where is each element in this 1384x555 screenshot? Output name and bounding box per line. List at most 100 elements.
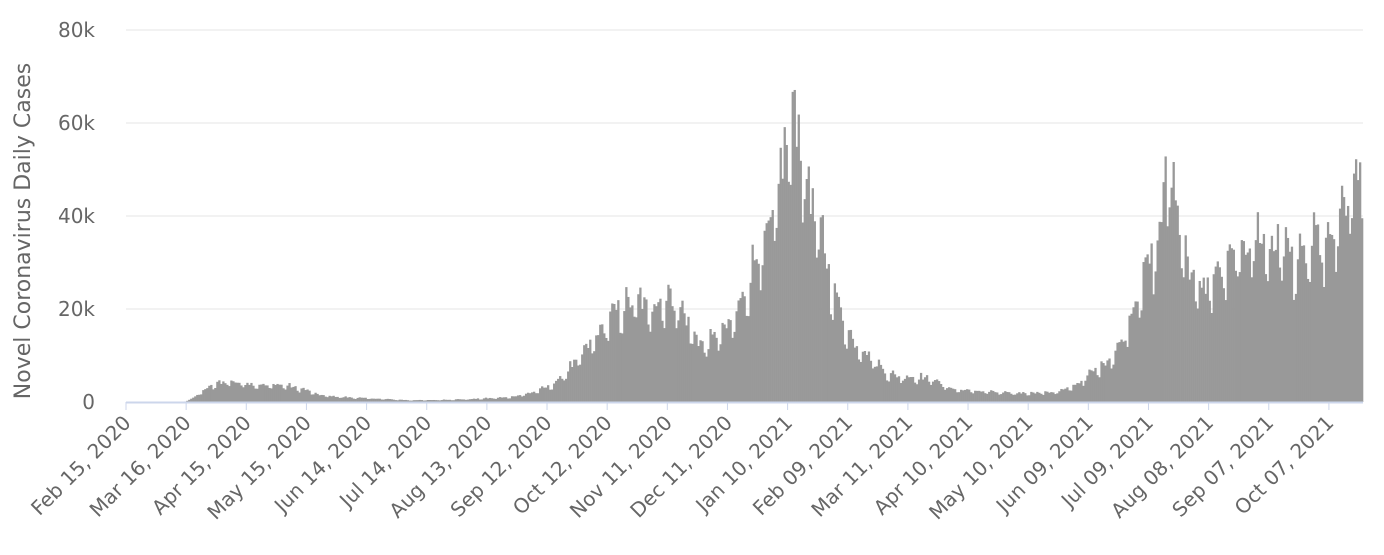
daily-case-bar — [1036, 391, 1039, 402]
daily-case-bar — [1020, 393, 1023, 402]
daily-case-bar — [1104, 365, 1107, 402]
daily-case-bar — [1294, 293, 1298, 402]
daily-case-bar — [960, 389, 963, 402]
daily-case-bar — [510, 396, 514, 402]
daily-case-bar — [278, 384, 281, 402]
daily-case-bar — [1048, 392, 1051, 402]
daily-case-bar — [1072, 384, 1075, 402]
daily-case-bar — [1190, 272, 1193, 402]
daily-case-bar — [256, 388, 259, 402]
daily-case-bar — [1150, 243, 1153, 402]
daily-case-bar — [927, 381, 931, 402]
daily-case-bar — [1324, 237, 1328, 402]
daily-case-bar — [1010, 393, 1013, 402]
daily-case-bar — [406, 400, 409, 402]
daily-case-bar — [1058, 391, 1061, 402]
daily-case-bar — [895, 377, 899, 402]
daily-case-bar — [1120, 339, 1123, 402]
daily-case-bar — [845, 348, 849, 402]
y-tick-label: 40k — [58, 204, 95, 228]
daily-case-bar — [679, 307, 682, 402]
daily-case-bar — [1332, 239, 1336, 402]
daily-case-bar — [1180, 268, 1183, 402]
daily-case-bar — [1280, 280, 1284, 402]
daily-case-bar — [1140, 310, 1143, 402]
daily-case-bar — [1358, 162, 1362, 402]
daily-case-bar — [693, 331, 696, 402]
daily-case-bar — [494, 398, 498, 402]
daily-case-bar — [304, 390, 307, 402]
daily-case-bar — [901, 380, 905, 402]
daily-case-bar — [204, 389, 207, 402]
daily-case-bar — [1030, 391, 1033, 402]
daily-case-bar — [717, 350, 720, 402]
daily-case-bar — [633, 316, 636, 402]
daily-case-bar — [749, 282, 752, 402]
daily-case-bar — [1052, 392, 1055, 402]
daily-case-bar — [643, 297, 646, 402]
daily-case-bar — [362, 397, 365, 402]
daily-case-bar — [350, 397, 353, 402]
daily-case-bar — [1122, 341, 1125, 402]
daily-case-bar — [384, 399, 387, 402]
daily-case-bar — [945, 388, 949, 402]
daily-case-bar — [1070, 390, 1073, 402]
daily-case-bar — [1310, 245, 1314, 402]
daily-case-bar — [1276, 224, 1280, 402]
daily-case-bar — [208, 385, 211, 402]
daily-case-bar — [1164, 156, 1167, 402]
daily-case-bar — [1210, 313, 1213, 402]
daily-case-bar — [591, 353, 594, 402]
daily-case-bar — [1146, 254, 1149, 402]
daily-case-bar — [715, 337, 718, 402]
daily-case-bar — [1050, 392, 1053, 402]
daily-case-bar — [789, 184, 792, 402]
daily-case-bar — [877, 359, 881, 402]
daily-case-bar — [1102, 363, 1105, 402]
daily-case-bar — [1256, 212, 1260, 402]
daily-case-bar — [1062, 389, 1065, 402]
daily-case-bar — [228, 386, 231, 402]
daily-case-bar — [1148, 263, 1151, 402]
daily-case-bar — [1016, 393, 1019, 402]
daily-case-bar — [1022, 392, 1025, 402]
daily-case-bar — [773, 240, 776, 402]
bar-series — [184, 89, 1364, 403]
daily-case-bar — [785, 144, 788, 403]
daily-case-bar — [288, 383, 291, 402]
daily-case-bar — [396, 400, 399, 402]
daily-case-bar — [454, 399, 458, 402]
daily-case-bar — [701, 341, 704, 402]
daily-case-bar — [803, 199, 806, 402]
daily-case-bar — [478, 399, 482, 402]
daily-case-bar — [771, 210, 774, 402]
daily-case-bar — [348, 397, 351, 402]
daily-case-bar — [943, 389, 947, 402]
daily-case-bar — [430, 400, 434, 402]
daily-case-bar — [316, 393, 319, 402]
daily-case-bar — [661, 320, 664, 402]
daily-case-bar — [571, 367, 574, 402]
daily-case-bar — [597, 335, 600, 402]
daily-case-bar — [793, 89, 796, 402]
daily-case-bar — [240, 385, 243, 402]
daily-case-bar — [795, 146, 798, 402]
daily-case-bar — [885, 380, 889, 402]
daily-case-bar — [186, 400, 189, 402]
daily-case-bar — [530, 392, 534, 402]
daily-case-bar — [1248, 248, 1252, 402]
daily-case-bar — [532, 391, 536, 402]
daily-case-bar — [561, 378, 564, 402]
daily-case-bar — [978, 390, 981, 402]
daily-case-bar — [1314, 225, 1318, 402]
daily-case-bar — [589, 339, 592, 402]
daily-case-bar — [1156, 240, 1159, 402]
daily-case-bar — [575, 359, 578, 402]
daily-case-bar — [380, 399, 383, 402]
daily-case-bar — [1170, 187, 1173, 402]
daily-case-bar — [226, 384, 229, 402]
daily-case-bar — [1066, 387, 1069, 402]
daily-case-bar — [805, 179, 808, 402]
daily-case-bar — [242, 387, 245, 402]
daily-case-bar — [799, 160, 802, 402]
